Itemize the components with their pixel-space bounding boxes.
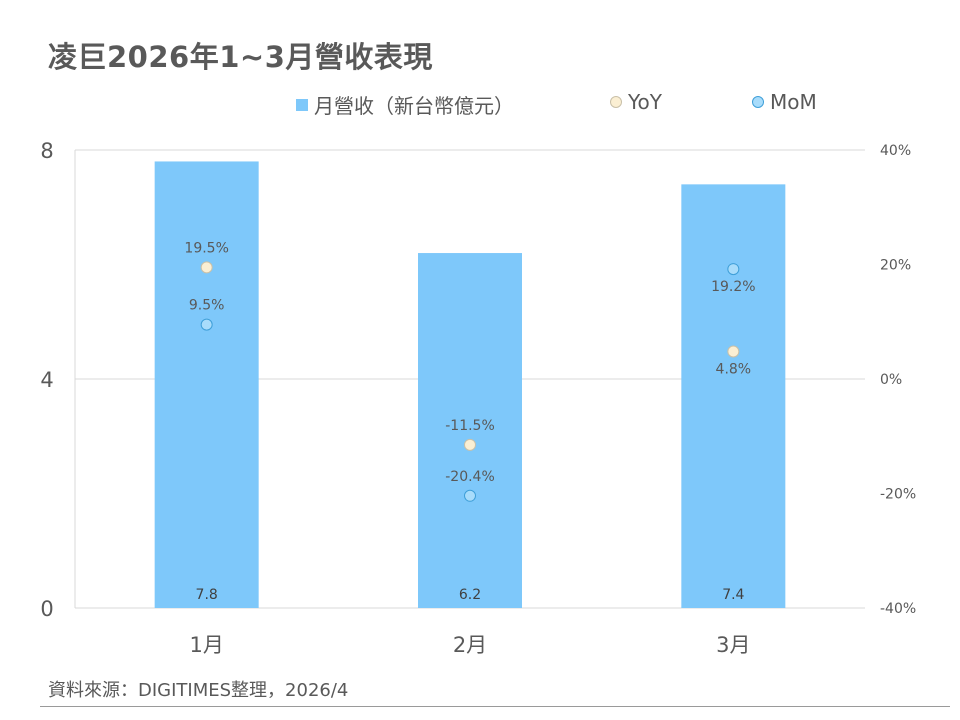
- revenue-bar: [418, 253, 522, 609]
- mom-point: [464, 489, 476, 502]
- yoy-point: [200, 261, 213, 274]
- yoy-data-label: -11.5%: [445, 418, 495, 434]
- legend-label-mom: MoM: [770, 90, 817, 114]
- yoy-data-label: 4.8%: [716, 362, 752, 378]
- y-right-tick-label: -40%: [880, 601, 916, 617]
- revenue-data-label: 7.8: [196, 587, 218, 603]
- y-right-tick-label: -20%: [880, 487, 916, 503]
- legend-swatch-yoy: [610, 96, 622, 108]
- yoy-data-label: 19.5%: [184, 240, 228, 256]
- mom-data-label: 19.2%: [711, 279, 755, 295]
- y-left-tick-label: 4: [40, 368, 53, 392]
- chart-title: 凌巨2026年1~3月營收表現: [48, 40, 433, 74]
- legend-label-yoy: YoY: [628, 90, 663, 114]
- x-tick-label: 3月: [716, 633, 750, 657]
- x-tick-label: 1月: [189, 633, 223, 657]
- mom-data-label: 9.5%: [189, 298, 225, 314]
- legend-item-mom: MoM: [752, 90, 817, 114]
- y-right-tick-label: 40%: [880, 143, 911, 159]
- legend-label-revenue: 月營收（新台幣億元）: [314, 94, 514, 118]
- revenue-bar: [681, 184, 786, 608]
- chart-legend: 月營收（新台幣億元） YoY MoM: [0, 90, 960, 120]
- revenue-bar: [154, 161, 259, 608]
- y-left-tick-label: 0: [40, 597, 53, 621]
- mom-point: [727, 263, 740, 276]
- legend-item-yoy: YoY: [610, 90, 662, 114]
- y-right-tick-label: 20%: [880, 258, 911, 274]
- footer-divider: [40, 706, 950, 707]
- yoy-point: [727, 345, 740, 358]
- mom-point: [200, 318, 213, 331]
- x-tick-label: 2月: [453, 633, 487, 657]
- yoy-point: [464, 438, 476, 451]
- mom-data-label: -20.4%: [445, 469, 495, 485]
- legend-swatch-mom: [752, 96, 764, 108]
- revenue-data-label: 7.4: [722, 587, 744, 603]
- legend-item-revenue: 月營收（新台幣億元）: [296, 90, 514, 119]
- legend-swatch-revenue: [296, 98, 308, 111]
- source-note: 資料來源：DIGITIMES整理，2026/4: [48, 680, 349, 701]
- revenue-data-label: 6.2: [459, 587, 481, 603]
- y-left-tick-label: 8: [40, 139, 53, 163]
- y-right-tick-label: 0%: [880, 372, 902, 388]
